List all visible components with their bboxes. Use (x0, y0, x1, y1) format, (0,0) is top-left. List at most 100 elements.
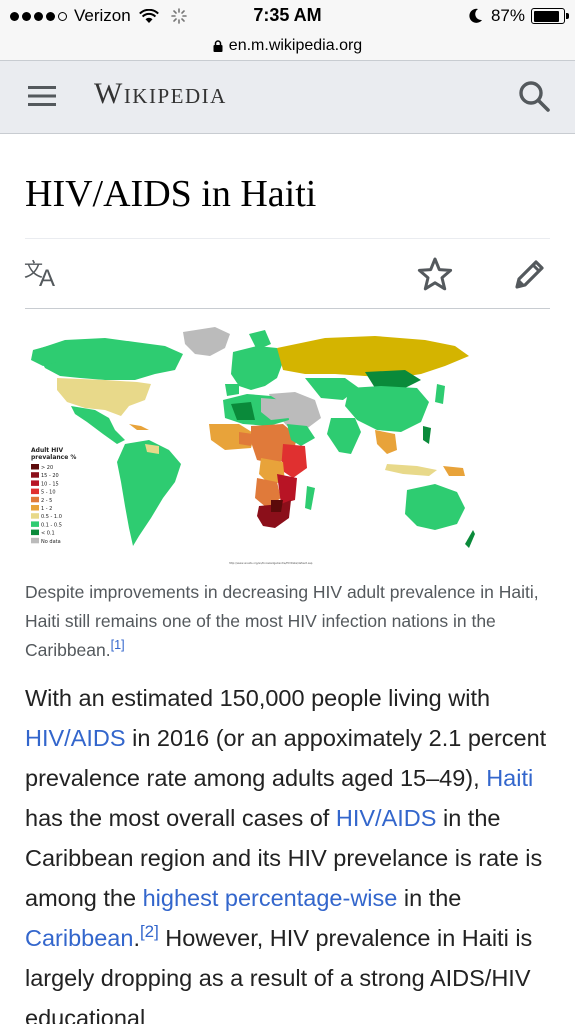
hiv-prevalence-world-map[interactable]: Adult HIV prevalance % > 20 15 - 20 10 - 1… (25, 322, 475, 568)
map-region-botswana (271, 500, 283, 512)
legend-swatch (31, 521, 39, 527)
legend-swatch (31, 472, 39, 478)
wifi-icon (138, 8, 159, 23)
map-region-india (327, 418, 361, 454)
link-hiv-aids[interactable]: HIV/AIDS (335, 805, 437, 831)
map-region-southern-africa-2 (277, 474, 297, 504)
legend-label: 0.5 - 1.0 (41, 514, 62, 520)
status-left: Verizon (10, 6, 187, 26)
wikipedia-wordmark[interactable]: Wikipedia (94, 77, 227, 111)
map-region-greenland (183, 327, 230, 356)
address-bar[interactable]: en.m.wikipedia.org (0, 32, 575, 60)
svg-text:文: 文 (24, 259, 43, 281)
hamburger-menu-icon[interactable] (26, 82, 58, 110)
map-region-japan (435, 384, 445, 404)
map-region-australia (405, 484, 465, 530)
watch-star-icon[interactable] (416, 256, 454, 292)
map-region-united-states (57, 378, 151, 416)
map-region-scandinavia (249, 330, 271, 350)
legend-swatch (31, 464, 39, 470)
wordmark-text: Wikipedia (94, 77, 227, 110)
legend-swatch (31, 496, 39, 503)
citation-link[interactable]: [2] (139, 922, 159, 942)
map-region-southeast-asia (375, 430, 397, 454)
link-haiti[interactable]: Haiti (486, 765, 534, 791)
loading-spinner-icon (170, 8, 187, 24)
legend-label: > 20 (41, 465, 53, 471)
legend-label: 5 - 10 (41, 490, 56, 496)
legend-label: 10 - 15 (41, 481, 59, 487)
map-region-east-africa (281, 444, 307, 478)
map-region-iberia (225, 384, 239, 396)
map-region-china (345, 386, 429, 432)
paragraph-text: However, HIV prevalence in Haiti is larg… (25, 925, 533, 1024)
link-caribbean[interactable]: Caribbean (25, 925, 134, 951)
map-region-south-africa (257, 500, 291, 528)
paragraph-text: in the Caribbean region and its HIV prev… (25, 805, 543, 911)
paragraph-text: in the (397, 885, 462, 911)
paragraph-text: With an estimated 150,000 people living … (25, 685, 491, 711)
paragraph-text: in 2016 (or an appoximately 2.1 percent … (25, 725, 547, 791)
caption-citation-link[interactable]: [1] (110, 638, 125, 653)
edit-pencil-icon[interactable] (512, 256, 548, 292)
signal-strength-icon (10, 11, 67, 21)
legend-swatch (31, 537, 39, 544)
status-bar: Verizon 7:35 AM 87% (0, 0, 575, 32)
link-hiv-aids[interactable]: HIV/AIDS (25, 725, 126, 751)
paragraph-text: has the most overall cases of (25, 805, 336, 831)
page-title: HIV/AIDS in Haiti (25, 173, 317, 215)
map-region-papua (443, 466, 465, 476)
map-region-europe (231, 346, 283, 390)
map-region-alaska (31, 344, 57, 366)
legend-swatch (31, 505, 39, 511)
figure-caption: Despite improvements in decreasing HIV a… (25, 578, 550, 665)
search-icon[interactable] (517, 79, 551, 113)
carrier-name: Verizon (74, 6, 131, 25)
map-region-south-america (117, 440, 181, 546)
legend-swatch (31, 513, 39, 519)
legend-label: 1 - 2 (41, 506, 52, 512)
map-legend: Adult HIV prevalance % > 20 15 - 20 10 - 1… (31, 447, 76, 545)
map-region-philippines (423, 426, 431, 444)
map-region-indonesia (385, 464, 437, 476)
moon-icon (469, 8, 482, 23)
map-region-algeria (231, 402, 255, 420)
map-region-caribbean (129, 424, 149, 430)
map-region-north-america-north (35, 338, 183, 380)
divider (25, 238, 550, 239)
legend-swatch (31, 488, 39, 495)
map-region-mongolia (365, 370, 421, 388)
caption-text: Despite improvements in decreasing HIV a… (25, 582, 539, 660)
legend-swatch (31, 529, 39, 536)
map-region-nigeria (239, 432, 253, 446)
language-translate-icon[interactable]: 文 A (24, 256, 64, 290)
battery-icon (531, 8, 569, 24)
link-highest-percentage-wise[interactable]: highest percentage-wise (142, 885, 398, 911)
divider (25, 308, 550, 309)
site-header: Wikipedia (0, 60, 575, 134)
clock: 7:35 AM (253, 5, 322, 25)
map-source-credit: http://www.unaids.org/en/KnowledgeCentre… (229, 561, 313, 565)
status-right: 87% (469, 6, 569, 26)
map-region-guyana (145, 444, 159, 454)
url-text: en.m.wikipedia.org (228, 37, 363, 54)
article-paragraph: With an estimated 150,000 people living … (25, 678, 555, 1024)
legend-label: 2 - 5 (41, 498, 52, 504)
legend-swatch (31, 480, 39, 486)
battery-percent: 87% (490, 6, 525, 25)
battery-level (533, 10, 559, 22)
legend-label: 0.1 - 0.5 (41, 522, 62, 528)
map-region-new-zealand (465, 530, 475, 548)
map-region-horn-of-africa (287, 424, 315, 446)
lock-icon (213, 40, 223, 52)
legend-label: 15 - 20 (41, 473, 59, 479)
map-region-mexico (71, 406, 125, 444)
legend-title: Adult HIV (31, 447, 63, 454)
svg-text:A: A (39, 265, 55, 290)
map-region-central-asia (305, 378, 359, 400)
paragraph-text: . (133, 925, 140, 951)
legend-label: < 0.1 (41, 531, 55, 537)
map-region-russia (277, 336, 469, 378)
map-region-madagascar (305, 486, 315, 510)
legend-label: No data (41, 539, 61, 545)
